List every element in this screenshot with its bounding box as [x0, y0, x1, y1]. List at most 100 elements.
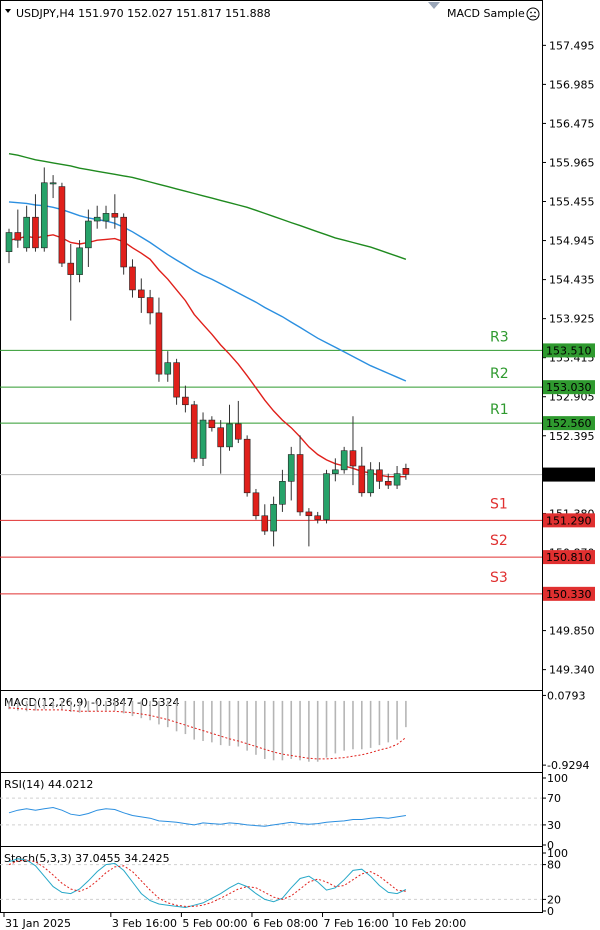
candle — [102, 205, 110, 229]
smiley-icon[interactable] — [526, 7, 540, 21]
macd-tick-label: -0.9294 — [547, 759, 589, 772]
candle — [243, 435, 251, 497]
candle — [164, 351, 172, 382]
rsi-pane-frame — [0, 772, 543, 847]
candle — [340, 446, 348, 474]
macd-signal-line — [8, 707, 407, 760]
rsi-line — [8, 806, 406, 827]
candle — [226, 404, 233, 451]
stoch-tick-label: 100 — [547, 847, 568, 860]
candle — [58, 182, 66, 267]
candle — [261, 504, 269, 535]
level-label-r3: R3 — [490, 329, 509, 345]
candle — [314, 511, 322, 524]
ma-slow-line — [8, 153, 407, 260]
candle — [111, 194, 119, 229]
candle — [85, 209, 92, 267]
level-tag-s3 — [543, 586, 595, 601]
level-label-s1: S1 — [490, 496, 508, 512]
candle — [349, 416, 357, 486]
stoch-main-line — [8, 858, 407, 909]
candle — [67, 244, 75, 321]
price-tick-label: 149.340 — [549, 664, 595, 677]
macd-title: MACD(12,26,9) -0.3847 -0.5324 — [4, 696, 179, 709]
ma-fast-line — [8, 234, 406, 478]
level-tag-text: 152.560 — [546, 417, 592, 430]
rsi-indicator: 100 70 30 0 — [0, 772, 568, 852]
level-tag-r2 — [543, 380, 595, 395]
price-tick-label: 154.435 — [549, 274, 595, 287]
candle — [40, 167, 48, 252]
price-tick-label: 152.395 — [549, 430, 595, 443]
stoch-tick-label: 80 — [547, 859, 561, 872]
candle — [296, 435, 304, 516]
price-tick-label: 149.850 — [549, 625, 595, 638]
candle — [358, 446, 366, 497]
candle — [155, 297, 163, 382]
candle — [279, 469, 286, 512]
candle — [93, 205, 101, 229]
candle — [32, 194, 39, 252]
candle — [287, 446, 295, 501]
macd-pane-frame — [0, 690, 543, 773]
indicator-name: MACD Sample — [447, 7, 525, 20]
ma-mid-line — [8, 201, 407, 382]
candle — [367, 462, 374, 497]
price-tick-label: 155.965 — [549, 156, 595, 169]
rsi-tick-label: 0 — [547, 839, 554, 852]
time-tick-label: 3 Feb 16:00 — [112, 917, 177, 930]
candle — [323, 469, 330, 524]
candle — [129, 259, 136, 298]
level-label-r2: R2 — [490, 366, 509, 382]
candle — [376, 462, 383, 489]
level-tag-text: 150.330 — [546, 588, 592, 601]
macd-tick-label: 0.0793 — [547, 689, 586, 702]
candle — [76, 240, 83, 283]
time-tick-label: 5 Feb 00:00 — [182, 917, 247, 930]
price-tick-label: 156.985 — [549, 78, 595, 91]
dropdown-triangle-icon[interactable] — [5, 9, 11, 13]
candle — [305, 508, 313, 547]
level-tag-r1 — [543, 416, 595, 431]
stoch-signal-line — [8, 859, 406, 907]
level-tag-text: 153.030 — [546, 381, 592, 394]
candle — [199, 412, 207, 466]
stoch-tick-label: 20 — [547, 893, 561, 906]
level-tag-r3 — [543, 343, 595, 358]
price-tick-label: 155.455 — [549, 196, 595, 209]
candle — [49, 175, 57, 199]
rsi-tick-label: 70 — [547, 792, 561, 805]
price-tick-label: 156.475 — [549, 117, 595, 130]
candlesticks — [5, 167, 410, 547]
price-tags: 153.510 153.030 152.560 151.290 150.810 150.3… — [543, 343, 595, 601]
candle — [208, 416, 216, 432]
candle — [217, 420, 224, 474]
level-tag-text: 153.510 — [546, 344, 592, 357]
support-resistance-levels: R3 R2 R1 S1 S2 S3 — [0, 329, 542, 595]
candle — [23, 205, 30, 252]
level-tag-s2 — [543, 550, 595, 565]
level-label-s3: S3 — [490, 570, 508, 586]
rsi-tick-label: 100 — [547, 772, 568, 785]
level-label-s2: S2 — [490, 533, 508, 549]
candle — [120, 213, 127, 275]
candle — [182, 385, 189, 413]
last-price-tag — [543, 467, 595, 482]
level-tag-text: 150.810 — [546, 551, 592, 564]
rsi-tick-label: 30 — [547, 819, 561, 832]
candle — [270, 496, 277, 547]
candle — [138, 278, 145, 313]
time-tick-label: 10 Feb 20:00 — [394, 917, 466, 930]
candle — [252, 488, 260, 520]
macd-indicator: 0.0793 -0.9294 — [8, 689, 589, 772]
time-axis: 31 Jan 2025 3 Feb 16:00 5 Feb 00:00 6 Feb 0… — [3, 912, 466, 930]
candle — [393, 466, 401, 489]
candle — [384, 473, 392, 489]
time-tick-label: 7 Feb 16:00 — [324, 917, 389, 930]
level-tag-text: 151.290 — [546, 514, 592, 527]
scroll-marker-icon — [428, 2, 440, 9]
price-axis: 157.495 156.985 156.475 155.965 155.455 154.9… — [542, 39, 595, 677]
level-tag-s1 — [543, 513, 595, 528]
